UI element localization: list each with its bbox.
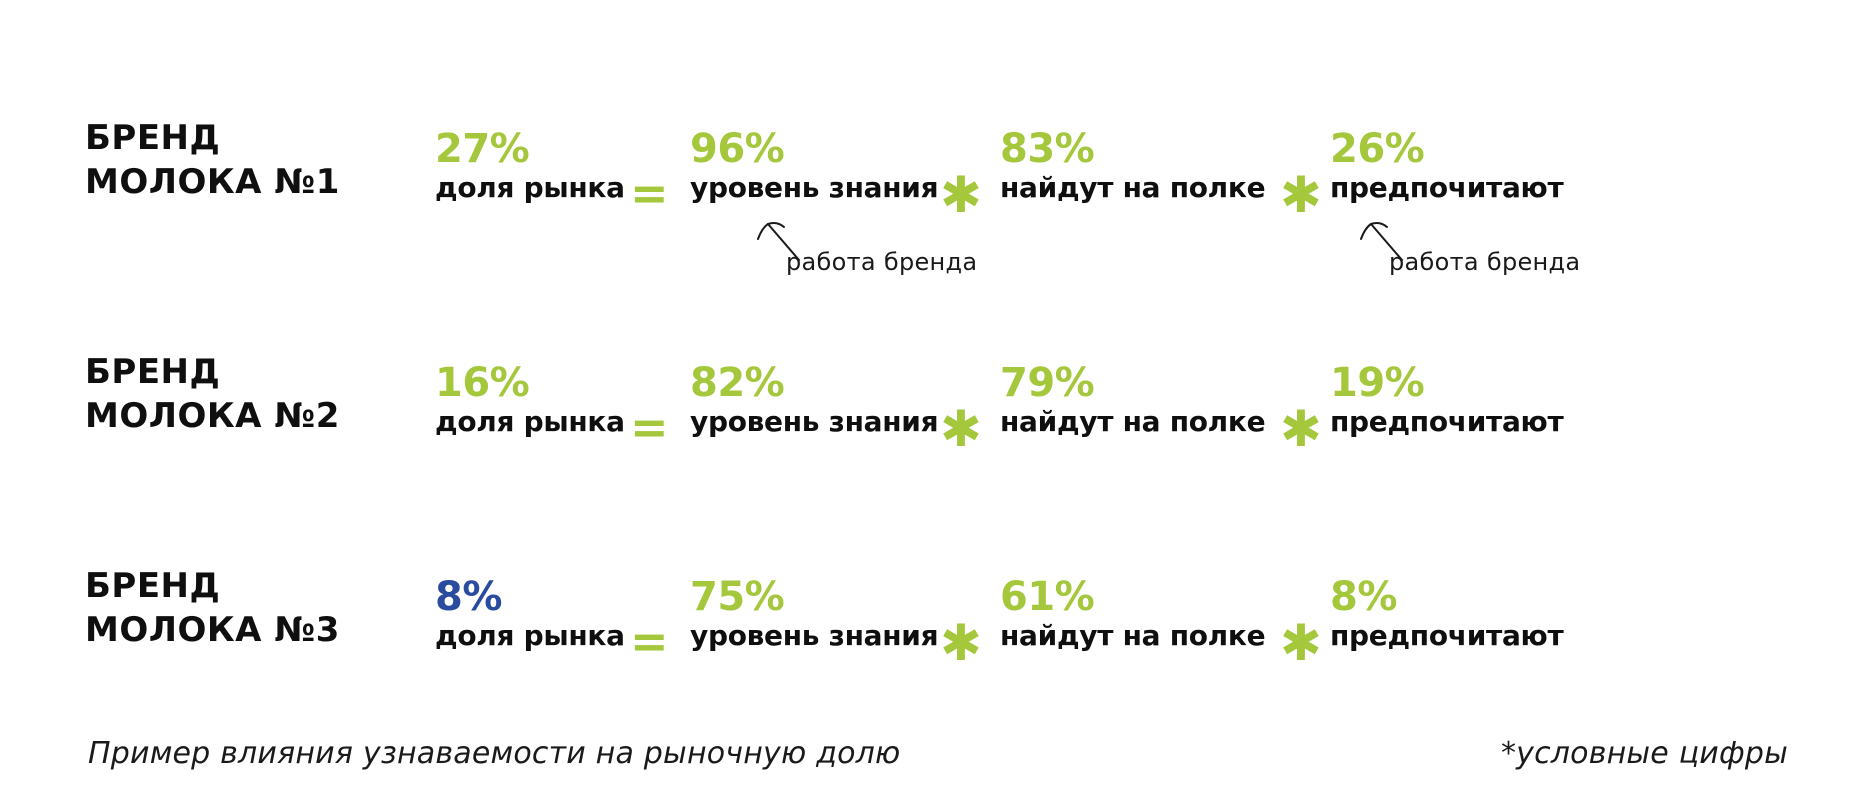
awareness-metric: 75% уровень знания <box>690 576 940 652</box>
brand-name-line2: МОЛОКА №1 <box>85 162 340 202</box>
shelf-value: 79% <box>1000 360 1095 406</box>
brand-name-2: БРЕНД МОЛОКА №2 <box>85 350 435 438</box>
preference-value: 19% <box>1330 360 1425 406</box>
brand-row-1: БРЕНД МОЛОКА №1 27% доля рынка = 96% уро… <box>85 116 1630 220</box>
multiply-asterisk-icon: ✱ <box>1280 400 1322 458</box>
shelf-label: найдут на полке <box>1000 405 1266 438</box>
market-share-value: 27% <box>435 126 530 172</box>
market-share-value: 8% <box>435 574 502 620</box>
awareness-metric: 96% уровень знания <box>690 128 940 204</box>
brand-name-line1: БРЕНД <box>85 352 221 392</box>
shelf-label: найдут на полке <box>1000 171 1266 204</box>
shelf-metric: 79% найдут на полке <box>1000 362 1280 438</box>
hand-drawn-arrow-icon <box>757 222 800 261</box>
footer-caption: Пример влияния узнаваемости на рыночную … <box>88 736 901 771</box>
multiply-asterisk-icon: ✱ <box>940 400 982 458</box>
awareness-metric: 82% уровень знания <box>690 362 940 438</box>
brand-name-1: БРЕНД МОЛОКА №1 <box>85 116 435 204</box>
preference-value: 8% <box>1330 574 1397 620</box>
footer-note: *условные цифры <box>1500 736 1788 771</box>
market-share-metric: 27% доля рынка <box>435 128 630 204</box>
multiply-asterisk-icon: ✱ <box>940 166 982 224</box>
brand-name-line1: БРЕНД <box>85 566 221 606</box>
multiply-asterisk-icon: ✱ <box>1280 166 1322 224</box>
market-share-label: доля рынка <box>435 619 625 652</box>
brand-row-2: БРЕНД МОЛОКА №2 16% доля рынка = 82% уро… <box>85 350 1630 454</box>
preference-metric: 19% предпочитают <box>1330 362 1630 438</box>
multiply-asterisk-icon: ✱ <box>1280 614 1322 672</box>
equals-sign: = <box>630 166 669 220</box>
market-share-value: 16% <box>435 360 530 406</box>
awareness-label: уровень знания <box>690 405 939 438</box>
multiply-asterisk-icon: ✱ <box>940 614 982 672</box>
preference-label: предпочитают <box>1330 405 1564 438</box>
preference-metric: 8% предпочитают <box>1330 576 1630 652</box>
preference-value: 26% <box>1330 126 1425 172</box>
shelf-label: найдут на полке <box>1000 619 1266 652</box>
awareness-label: уровень знания <box>690 619 939 652</box>
preference-metric: 26% предпочитают <box>1330 128 1630 204</box>
market-share-metric: 16% доля рынка <box>435 362 630 438</box>
market-share-label: доля рынка <box>435 405 625 438</box>
preference-label: предпочитают <box>1330 171 1564 204</box>
shelf-metric: 61% найдут на полке <box>1000 576 1280 652</box>
awareness-value: 75% <box>690 574 785 620</box>
awareness-value: 82% <box>690 360 785 406</box>
brand-name-line2: МОЛОКА №2 <box>85 396 340 436</box>
preference-label: предпочитают <box>1330 619 1564 652</box>
brand-name-3: БРЕНД МОЛОКА №3 <box>85 564 435 652</box>
annotation-brand-work-preference: работа бренда <box>1356 214 1580 276</box>
shelf-value: 61% <box>1000 574 1095 620</box>
equals-sign: = <box>630 614 669 668</box>
brand-name-line1: БРЕНД <box>85 118 221 158</box>
shelf-value: 83% <box>1000 126 1095 172</box>
awareness-value: 96% <box>690 126 785 172</box>
shelf-metric: 83% найдут на полке <box>1000 128 1280 204</box>
brand-name-line2: МОЛОКА №3 <box>85 610 340 650</box>
annotation-text: работа бренда <box>786 248 978 276</box>
annotation-brand-work-awareness: работа бренда <box>753 214 977 276</box>
equals-sign: = <box>630 400 669 454</box>
market-share-label: доля рынка <box>435 171 625 204</box>
brand-row-3: БРЕНД МОЛОКА №3 8% доля рынка = 75% уров… <box>85 564 1630 668</box>
hand-drawn-arrow-icon <box>1360 222 1403 261</box>
annotation-text: работа бренда <box>1389 248 1581 276</box>
awareness-label: уровень знания <box>690 171 939 204</box>
market-share-metric: 8% доля рынка <box>435 576 630 652</box>
